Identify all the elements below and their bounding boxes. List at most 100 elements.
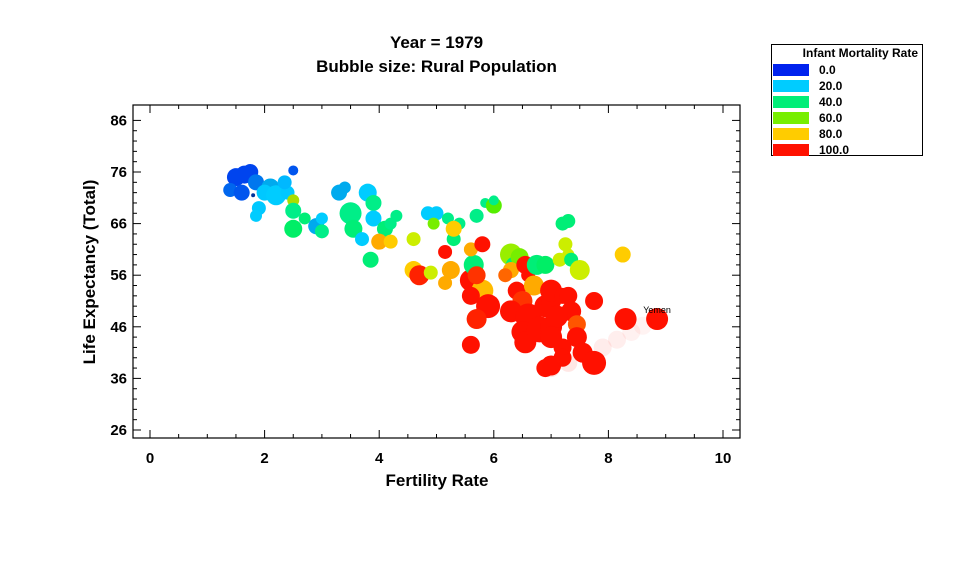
legend-item: 20.0: [772, 78, 922, 94]
bubble-point: [569, 260, 590, 281]
bubble-point: [466, 309, 487, 330]
bubble-point: [355, 232, 370, 247]
bubble-point: [488, 195, 499, 206]
x-tick-label: 6: [490, 450, 498, 467]
legend-label: 60.0: [819, 111, 843, 125]
x-axis-label: Fertility Rate: [386, 471, 489, 490]
y-tick-label: 26: [110, 422, 127, 439]
bubble-point: [633, 316, 652, 335]
legend-label: 20.0: [819, 79, 843, 93]
legend-swatch: [773, 128, 809, 140]
x-tick-label: 8: [604, 450, 612, 467]
x-tick-label: 0: [146, 450, 154, 467]
bubble-point: [523, 275, 544, 296]
bubble-point: [469, 208, 484, 223]
legend-swatch: [773, 144, 809, 156]
bubble-point: [614, 308, 637, 331]
bubble-point: [566, 327, 587, 348]
legend-item: 40.0: [772, 94, 922, 110]
bubble-point: [467, 266, 486, 285]
bubble-point: [390, 209, 403, 222]
chart-subtitle: Bubble size: Rural Population: [316, 57, 557, 76]
bubble-point: [406, 232, 421, 247]
bubble-point: [314, 224, 329, 239]
bubble-point: [383, 234, 398, 249]
legend-rows: 0.0 20.0 40.0 60.0 80.0 100.0: [772, 62, 922, 158]
legend-swatch: [773, 112, 809, 124]
bubble-point: [285, 202, 302, 219]
legend: Infant Mortality Rate 0.0 20.0 40.0 60.0 80.…: [771, 44, 923, 158]
bubble-point: [545, 305, 568, 328]
bubble-point: [365, 210, 382, 227]
bubble-point: [463, 242, 478, 257]
bubble-point: [371, 233, 388, 250]
bubble-point: [288, 165, 299, 176]
bubble-point: [423, 265, 438, 280]
legend-item: 80.0: [772, 126, 922, 142]
bubble-point: [559, 353, 578, 372]
bubble-point: [441, 261, 460, 280]
bubble-point: [607, 330, 626, 349]
legend-swatch: [773, 96, 809, 108]
bubble-point: [593, 338, 612, 357]
legend-label: 100.0: [819, 143, 850, 157]
bubble-point: [585, 292, 604, 310]
legend-label: 0.0: [819, 63, 836, 77]
bubble-point: [298, 212, 311, 225]
bubble-point: [622, 322, 641, 341]
legend-label: 40.0: [819, 95, 843, 109]
bubble-point: [251, 193, 256, 198]
legend-swatch: [773, 64, 809, 76]
y-axis-label: Life Expectancy (Total): [80, 180, 99, 365]
bubble-point: [427, 217, 440, 230]
bubble-point: [338, 181, 351, 194]
y-tick-label: 36: [110, 370, 127, 387]
bubble-point: [277, 175, 292, 190]
y-tick-label: 76: [110, 164, 127, 181]
bubble-point: [438, 275, 453, 290]
x-tick-label: 2: [260, 450, 268, 467]
bubble-point: [559, 286, 578, 305]
bubble-point: [536, 359, 555, 378]
bubble-point: [438, 244, 453, 259]
legend-item: 100.0: [772, 142, 922, 158]
bubble-point: [315, 212, 328, 225]
bubble-point: [362, 251, 379, 268]
axis-ticks: [133, 105, 740, 438]
bubble-point: [576, 346, 595, 365]
bubble-point: [536, 255, 555, 274]
bubble-point: [558, 237, 573, 252]
x-tick-label: 4: [375, 450, 384, 467]
bubble-layer: Yemen: [223, 164, 671, 378]
y-tick-label: 46: [110, 319, 127, 336]
x-tick-label: 10: [715, 450, 732, 467]
chart-title: Year = 1979: [389, 33, 484, 52]
legend-item: 60.0: [772, 110, 922, 126]
bubble-point: [646, 308, 669, 331]
y-tick-label: 56: [110, 267, 127, 284]
bubble-point: [582, 350, 607, 375]
bubble-point: [250, 209, 263, 222]
y-tick-label: 86: [110, 112, 127, 129]
y-tick-label: 66: [110, 216, 127, 233]
bubble-point: [474, 236, 491, 253]
bubble-point: [461, 286, 480, 305]
bubble-point: [542, 359, 561, 378]
bubble-point: [429, 206, 444, 221]
bubble-point: [461, 335, 480, 354]
bubble-point: [365, 194, 382, 211]
bubble-point: [614, 246, 631, 263]
bubble-point: [445, 220, 462, 237]
bubble-point: [223, 183, 238, 198]
bubble-point: [561, 214, 576, 229]
legend-label: 80.0: [819, 127, 843, 141]
bubble-point: [284, 219, 303, 238]
bubble-point: [339, 202, 362, 225]
legend-swatch: [773, 80, 809, 92]
bubble-point: [344, 219, 363, 238]
legend-title: Infant Mortality Rate: [802, 46, 918, 60]
legend-item: 0.0: [772, 62, 922, 78]
point-annotation: Yemen: [643, 305, 671, 315]
